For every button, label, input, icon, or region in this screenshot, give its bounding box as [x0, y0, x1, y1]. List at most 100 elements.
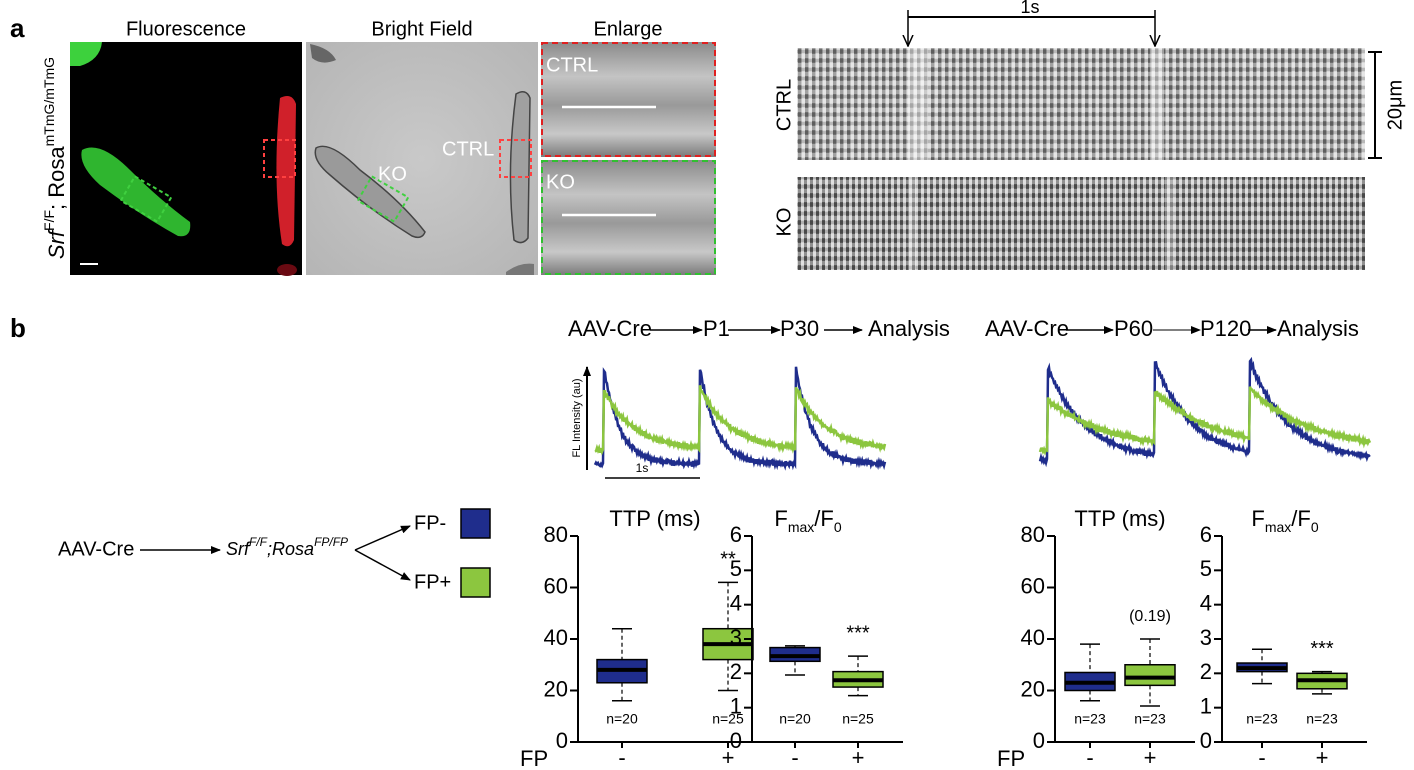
significance: **: [720, 549, 736, 571]
traces: FL Intensity (au) 1s: [571, 356, 1372, 479]
y-tick-label: 20: [1021, 676, 1045, 701]
enlarge-image: CTRL KO: [541, 42, 716, 275]
cell-label: KO: [378, 163, 407, 185]
reporter: Rosa: [44, 146, 69, 198]
reporter: Rosa: [272, 539, 314, 559]
group-swatch: [460, 567, 491, 598]
gene: Srf: [226, 539, 251, 559]
x-tick-label: -: [1086, 745, 1093, 770]
y-tick-label: 1: [730, 693, 742, 718]
kymo-label: CTRL: [773, 79, 795, 131]
trace: [1038, 356, 1371, 468]
gene-allele: F/F: [41, 210, 57, 231]
image-title: Enlarge: [594, 18, 663, 40]
y-tick-label: 1: [1200, 693, 1212, 718]
scheme-genotype: SrfF/F;RosaFP/FP: [226, 535, 348, 559]
y-tick-label: 6: [730, 522, 742, 547]
x-tick-label: +: [1144, 745, 1157, 770]
scheme-start: AAV-Cre: [58, 538, 134, 560]
y-tick-label: 20: [544, 676, 568, 701]
panel-label: a: [10, 13, 25, 43]
length-scale: 20μm: [1384, 80, 1406, 130]
x-axis-label: FP: [520, 746, 548, 770]
timeline-step: AAV-Cre: [568, 316, 652, 341]
y-tick-label: 40: [544, 625, 568, 650]
x-tick-label: -: [618, 745, 625, 770]
trace-y-label: FL Intensity (au): [571, 378, 583, 457]
kymo-label: KO: [773, 208, 795, 237]
separator: ;: [44, 198, 69, 210]
chart-title: TTP (ms): [609, 506, 700, 531]
n-label: n=25: [842, 711, 874, 727]
panel-label: b: [10, 313, 26, 343]
significance: (0.19): [1129, 608, 1171, 625]
group-label: FP+: [414, 571, 451, 593]
y-tick-label: 5: [730, 556, 742, 581]
n-label: n=25: [712, 711, 744, 727]
group-label: FP-: [414, 512, 446, 534]
x-tick-label: +: [722, 745, 735, 770]
y-tick-label: 3: [730, 625, 742, 650]
y-tick-label: 0: [556, 728, 568, 753]
timeline-step: Analysis: [1277, 316, 1359, 341]
enlarge-label: CTRL: [546, 54, 598, 76]
n-label: n=20: [606, 711, 638, 727]
y-tick-label: 6: [1200, 522, 1212, 547]
chart-title: Fmax/F0: [774, 506, 841, 535]
kymographs: CTRL KO 1s 20μm: [773, 0, 1406, 270]
scheme: AAV-Cre SrfF/F;RosaFP/FP FP- FP+: [58, 508, 491, 598]
title-part: max: [1265, 519, 1291, 535]
timeline-step: P60: [1114, 316, 1153, 341]
y-tick-label: 40: [1021, 625, 1045, 650]
y-tick-label: 80: [1021, 522, 1045, 547]
chart-title: Fmax/F0: [1251, 506, 1318, 535]
group-swatch: [460, 508, 491, 539]
n-label: n=23: [1306, 711, 1338, 727]
y-tick-label: 2: [730, 659, 742, 684]
title-part: 0: [834, 519, 842, 535]
trace-scale: 1s: [636, 461, 649, 475]
box-chart: TTP (ms) 0 20 40 60 80 FP - n=23 + n=23 (0.19): [997, 506, 1195, 770]
x-axis-label: FP: [997, 746, 1025, 770]
reporter-allele: FP/FP: [314, 535, 348, 549]
reporter-allele: mTmG/mTmG: [41, 57, 57, 146]
title-part: 0: [1311, 519, 1319, 535]
y-tick-label: 80: [544, 522, 568, 547]
n-label: n=23: [1246, 711, 1278, 727]
box-chart: TTP (ms) 0 20 40 60 80 FP - n=20 + n=25 **: [520, 506, 773, 770]
y-tick-label: 0: [1200, 728, 1212, 753]
time-scale: 1s: [1020, 0, 1039, 17]
fluorescence-image: [70, 42, 302, 276]
timeline-step: P1: [703, 316, 730, 341]
chart-title: TTP (ms): [1074, 506, 1165, 531]
trace: [593, 366, 887, 471]
enlarge-label: KO: [546, 171, 575, 193]
x-tick-label: +: [1316, 745, 1329, 770]
title-part: F: [1251, 506, 1264, 531]
n-label: n=23: [1074, 711, 1106, 727]
separator: ;: [267, 539, 272, 559]
box: [1124, 664, 1176, 687]
title-part: /F: [814, 506, 834, 531]
n-label: n=20: [779, 711, 811, 727]
y-tick-label: 4: [1200, 590, 1212, 615]
trace: [1038, 386, 1372, 456]
genotype-label: SrfF/F; RosamTmG/mTmG: [41, 57, 69, 259]
cell-label: CTRL: [442, 138, 494, 160]
y-tick-label: 60: [1021, 573, 1045, 598]
x-tick-label: -: [1258, 745, 1265, 770]
gene-allele: F/F: [249, 535, 268, 549]
title-part: /F: [1291, 506, 1311, 531]
title-part: F: [774, 506, 787, 531]
n-label: n=23: [1134, 711, 1166, 727]
y-tick-label: 2: [1200, 659, 1212, 684]
y-tick-label: 4: [730, 590, 742, 615]
x-tick-label: +: [852, 745, 865, 770]
image-title: Fluorescence: [126, 18, 246, 40]
y-tick-label: 5: [1200, 556, 1212, 581]
title-part: max: [788, 519, 814, 535]
y-tick-label: 60: [544, 573, 568, 598]
